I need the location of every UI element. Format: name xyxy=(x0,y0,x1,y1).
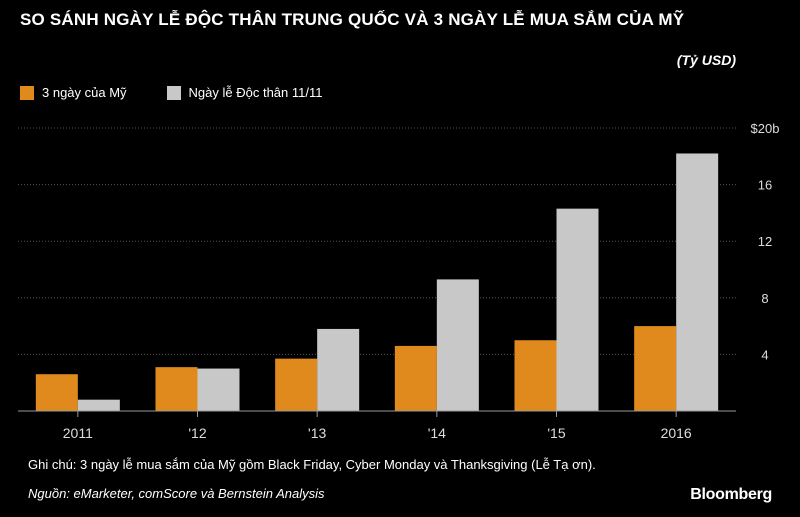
bar-us xyxy=(514,340,557,411)
y-tick-label: 8 xyxy=(761,291,768,306)
x-tick-label: '15 xyxy=(547,425,565,441)
unit-label: (Tỷ USD) xyxy=(676,52,736,68)
bar-us xyxy=(394,345,437,411)
y-tick-label: $20b xyxy=(751,121,780,136)
source-note: Nguồn: eMarketer, comScore và Bernstein … xyxy=(28,486,325,501)
y-tick-label: 12 xyxy=(758,234,772,249)
x-tick-label: 2011 xyxy=(63,425,93,441)
bar-cn xyxy=(676,153,719,411)
footnote: Ghi chú: 3 ngày lễ mua sắm của Mỹ gồm Bl… xyxy=(28,457,596,472)
x-tick-label: '13 xyxy=(308,425,326,441)
legend-item-us: 3 ngày của Mỹ xyxy=(20,85,127,100)
legend-swatch-us xyxy=(20,85,34,100)
bar-us xyxy=(35,374,78,411)
legend-swatch-cn xyxy=(166,85,181,100)
legend-item-cn: Ngày lễ Độc thân 11/11 xyxy=(166,85,323,100)
y-tick-label: 4 xyxy=(761,347,768,362)
legend-label-us: 3 ngày của Mỹ xyxy=(42,85,127,100)
bar-us xyxy=(634,326,677,411)
bar-cn xyxy=(436,279,479,411)
y-tick-label: 16 xyxy=(758,178,772,193)
bar-cn xyxy=(556,208,599,411)
bar-cn xyxy=(317,328,360,411)
bar-us xyxy=(155,367,198,411)
bloomberg-logo: Bloomberg xyxy=(690,486,772,503)
bar-cn xyxy=(77,399,120,411)
x-tick-label: '12 xyxy=(188,425,206,441)
bar-cn xyxy=(197,368,240,411)
chart-title: SO SÁNH NGÀY LỄ ĐỘC THÂN TRUNG QUỐC VÀ 3… xyxy=(20,10,685,29)
x-tick-label: 2016 xyxy=(661,425,692,441)
legend-label-cn: Ngày lễ Độc thân 11/11 xyxy=(188,85,323,100)
x-tick-label: '14 xyxy=(428,425,446,441)
bar-us xyxy=(275,358,318,411)
legend: 3 ngày của Mỹ Ngày lễ Độc thân 11/11 xyxy=(20,85,362,100)
